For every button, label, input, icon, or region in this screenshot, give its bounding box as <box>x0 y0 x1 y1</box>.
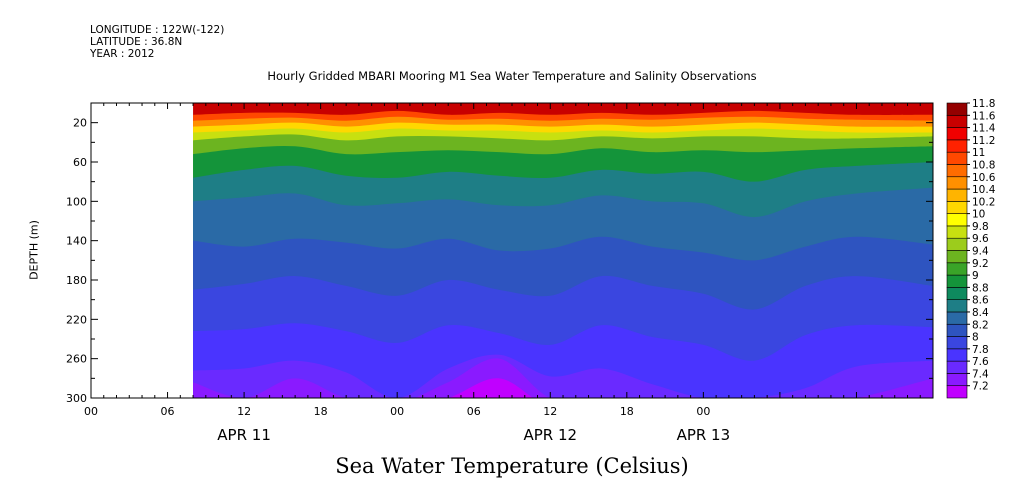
contour-band-7-6 <box>193 354 933 398</box>
legend-label: 8.2 <box>972 319 989 331</box>
legend-label: 9.4 <box>972 246 989 258</box>
chart-title: Hourly Gridded MBARI Mooring M1 Sea Wate… <box>267 69 757 83</box>
x-tick-label: 12 <box>543 405 557 418</box>
legend-label: 9 <box>972 270 979 282</box>
legend-label: 10.6 <box>972 172 996 184</box>
y-tick-label: 140 <box>66 235 87 248</box>
x-tick-label: 18 <box>620 405 634 418</box>
x-date-label: APR 11 <box>217 426 271 444</box>
x-tick-label: 06 <box>467 405 481 418</box>
legend-label: 9.6 <box>972 233 989 245</box>
legend-label: 11.8 <box>972 98 995 110</box>
y-tick-label: 20 <box>73 117 87 130</box>
legend-label: 10.4 <box>972 184 996 196</box>
x-tick-label: 00 <box>696 405 710 418</box>
contour-band-7-8 <box>193 323 933 398</box>
legend-label: 7.2 <box>972 381 989 393</box>
legend-label: 8.8 <box>972 282 989 294</box>
legend-swatch <box>946 287 968 300</box>
legend-swatch <box>946 201 968 214</box>
legend-swatch <box>946 299 968 313</box>
x-tick-label: 18 <box>314 405 328 418</box>
y-tick-label: 180 <box>66 274 87 287</box>
y-tick-label: 300 <box>66 392 87 405</box>
legend-label: 9.2 <box>972 258 989 270</box>
legend-label: 7.4 <box>972 368 989 380</box>
legend-swatch <box>946 164 968 178</box>
x-tick-label: 06 <box>161 405 175 418</box>
legend-swatch <box>946 225 968 239</box>
legend-label: 10.8 <box>972 159 995 171</box>
legend-swatch <box>946 114 968 128</box>
legend-label: 8.6 <box>972 295 989 307</box>
legend-swatch <box>946 139 968 153</box>
legend-swatch <box>946 127 968 141</box>
x-date-label: APR 12 <box>523 426 577 444</box>
latitude-text: LATITUDE : 36.8N <box>90 36 183 48</box>
legend-swatch <box>946 373 968 387</box>
legend-swatch <box>946 151 968 165</box>
longitude-text: LONGITUDE : 122W(-122) <box>90 24 225 36</box>
x-tick-label: 12 <box>237 405 251 418</box>
y-tick-label: 220 <box>66 313 87 326</box>
legend-swatch <box>946 274 968 288</box>
x-tick-label: 00 <box>84 405 98 418</box>
legend-swatch <box>946 213 968 227</box>
color-legend: 7.27.47.67.888.28.48.68.899.29.49.69.810… <box>946 98 996 399</box>
legend-swatch <box>946 250 968 264</box>
legend-swatch <box>946 102 968 116</box>
legend-label: 11.4 <box>972 123 996 135</box>
legend-label: 9.8 <box>972 221 989 233</box>
legend-swatch <box>946 348 968 362</box>
y-tick-label: 60 <box>73 156 87 169</box>
legend-label: 11.6 <box>972 110 996 122</box>
legend-label: 10.2 <box>972 196 995 208</box>
legend-swatch <box>946 237 968 251</box>
contour-band-7-2 <box>448 378 533 398</box>
legend-swatch <box>946 311 968 325</box>
x-tick-label: 00 <box>390 405 404 418</box>
legend-swatch <box>946 176 968 190</box>
legend-label: 8.4 <box>972 307 989 319</box>
legend-label: 8 <box>972 332 979 344</box>
y-tick-label: 260 <box>66 353 87 366</box>
legend-label: 11.2 <box>972 135 995 147</box>
legend-label: 7.6 <box>972 356 989 368</box>
metadata-block: LONGITUDE : 122W(-122) LATITUDE : 36.8N … <box>90 24 224 60</box>
x-date-label: APR 13 <box>677 426 731 444</box>
legend-swatch <box>946 323 968 337</box>
legend-swatch <box>946 262 968 276</box>
legend-swatch <box>946 360 968 374</box>
legend-label: 11 <box>972 147 985 159</box>
chart-caption: Sea Water Temperature (Celsius) <box>335 454 689 478</box>
legend-label: 10 <box>972 209 985 221</box>
legend-label: 7.8 <box>972 344 989 356</box>
y-tick-label: 100 <box>66 195 87 208</box>
year-text: YEAR : 2012 <box>90 48 155 60</box>
contour-band-7-4 <box>193 358 933 398</box>
legend-swatch <box>946 385 968 399</box>
legend-swatch <box>946 188 968 202</box>
contour-fill-layer <box>193 103 933 398</box>
legend-swatch <box>946 336 968 350</box>
